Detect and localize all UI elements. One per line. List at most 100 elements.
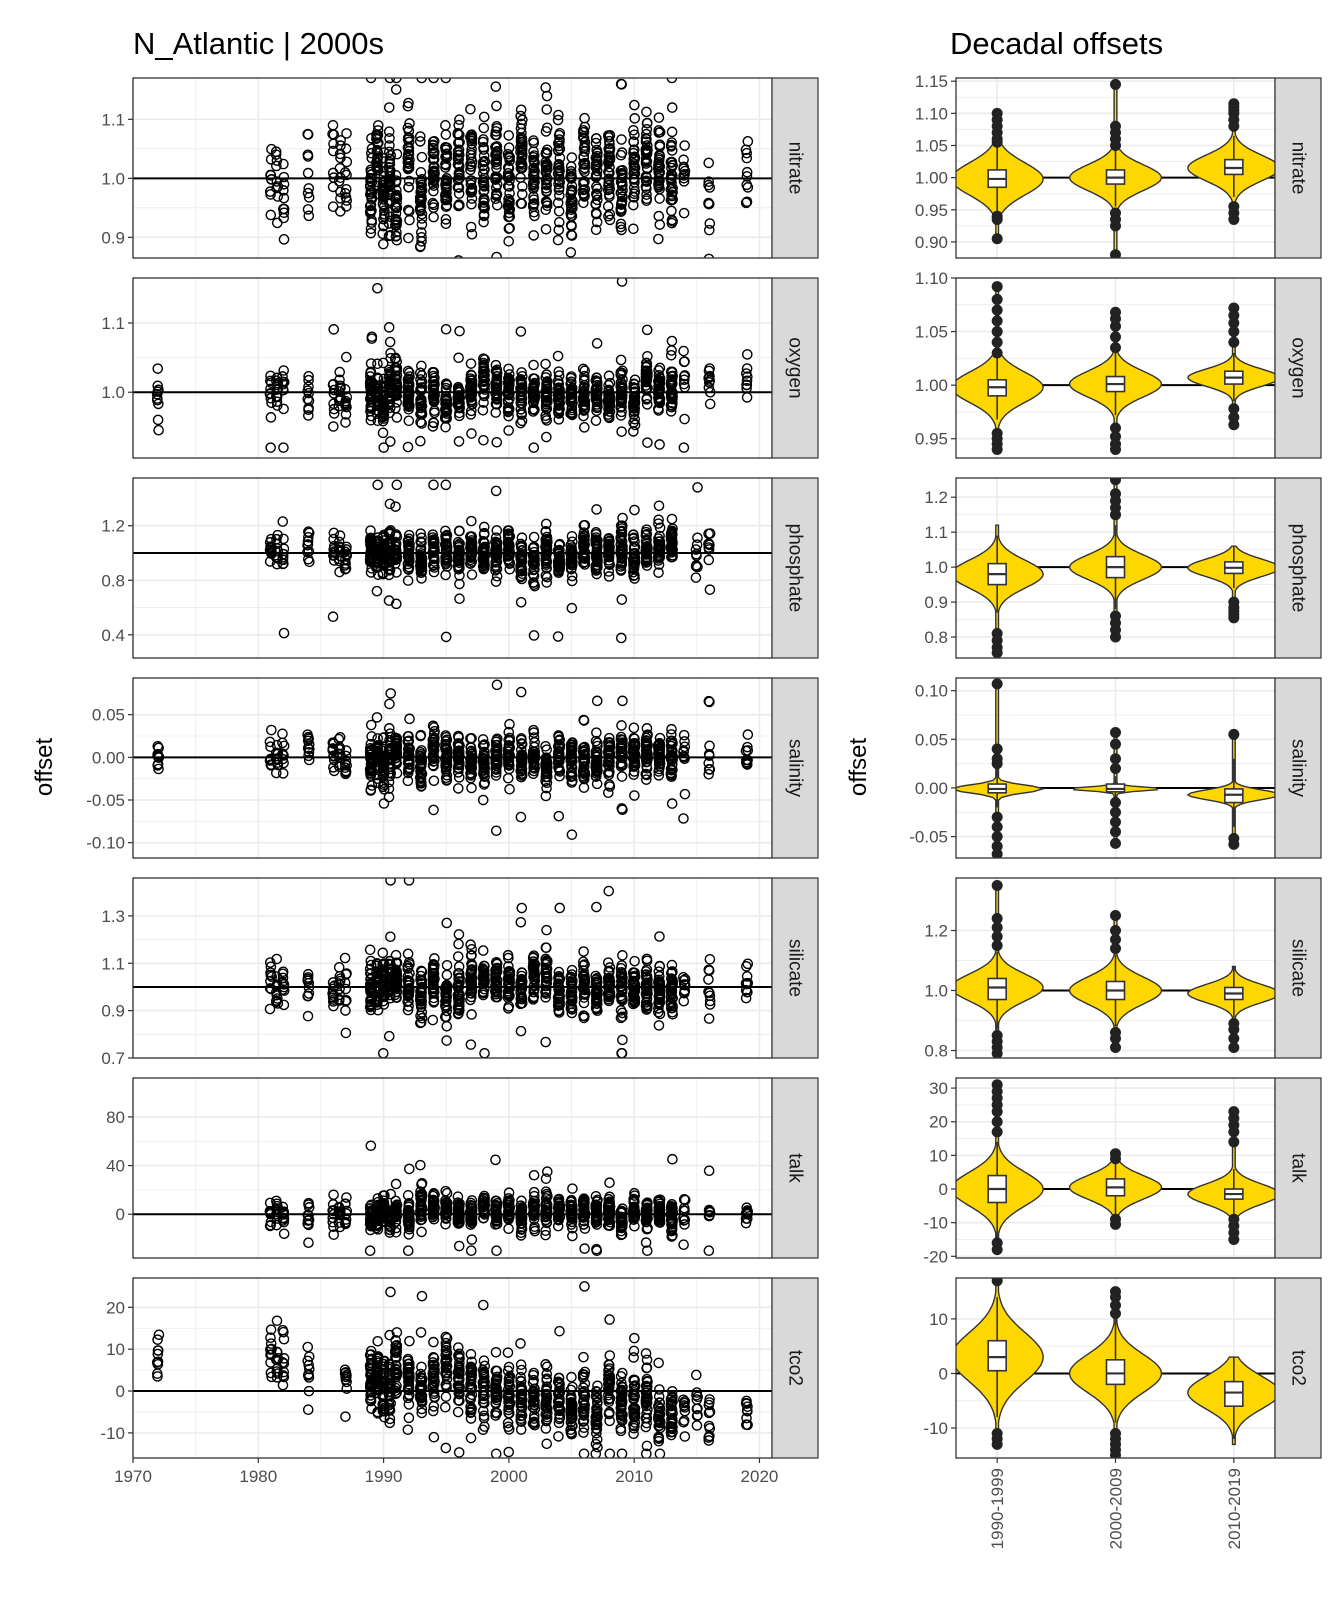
data-point bbox=[384, 564, 396, 576]
data-point bbox=[384, 133, 395, 144]
data-point bbox=[271, 160, 282, 172]
y-tick-label: -0.10 bbox=[86, 834, 125, 853]
data-point bbox=[415, 768, 427, 779]
y-tick-label: 0.05 bbox=[92, 706, 125, 725]
data-point bbox=[704, 218, 716, 229]
data-point bbox=[453, 255, 464, 258]
data-point bbox=[540, 358, 551, 370]
data-point bbox=[666, 540, 678, 551]
data-point bbox=[403, 142, 415, 154]
data-point bbox=[341, 128, 352, 139]
data-point bbox=[604, 766, 615, 778]
data-point bbox=[415, 402, 427, 413]
data-point bbox=[567, 199, 578, 210]
data-point bbox=[490, 126, 502, 137]
data-point bbox=[277, 768, 289, 779]
data-point bbox=[665, 750, 677, 762]
data-point bbox=[441, 748, 453, 760]
data-point bbox=[390, 541, 402, 552]
data-point bbox=[327, 181, 339, 193]
data-point bbox=[504, 966, 515, 977]
data-point bbox=[516, 990, 527, 1002]
data-point bbox=[415, 556, 426, 568]
data-point bbox=[453, 759, 465, 770]
data-point bbox=[365, 785, 377, 796]
data-point bbox=[334, 374, 345, 386]
data-point bbox=[528, 206, 540, 218]
data-point bbox=[579, 157, 591, 169]
data-point bbox=[553, 184, 565, 196]
data-point bbox=[516, 144, 528, 156]
data-point bbox=[566, 737, 578, 749]
data-point bbox=[629, 374, 641, 386]
data-point bbox=[616, 771, 628, 782]
data-point bbox=[541, 122, 553, 134]
data-point bbox=[742, 741, 753, 753]
data-point bbox=[504, 563, 516, 575]
data-point bbox=[665, 349, 677, 361]
data-point bbox=[553, 224, 565, 236]
data-point bbox=[590, 415, 602, 426]
y-tick-label: 0.00 bbox=[92, 748, 125, 767]
data-point bbox=[552, 197, 564, 209]
data-point bbox=[515, 570, 527, 582]
data-point bbox=[365, 366, 377, 378]
data-point bbox=[466, 228, 478, 240]
panel-background bbox=[133, 78, 772, 258]
data-point bbox=[516, 541, 527, 552]
data-point bbox=[390, 403, 401, 414]
data-point bbox=[654, 262, 663, 271]
data-point bbox=[666, 375, 677, 387]
data-point bbox=[503, 387, 515, 399]
data-point bbox=[666, 723, 677, 735]
data-point bbox=[490, 81, 502, 92]
data-point bbox=[490, 398, 502, 410]
data-point bbox=[667, 194, 678, 205]
data-point bbox=[478, 193, 490, 204]
data-point bbox=[365, 358, 377, 369]
data-point bbox=[516, 147, 528, 159]
data-point bbox=[427, 720, 439, 732]
data-point bbox=[390, 84, 402, 95]
data-point bbox=[566, 964, 578, 976]
data-point bbox=[440, 162, 451, 173]
data-point bbox=[452, 767, 464, 778]
data-point bbox=[403, 878, 415, 886]
data-point bbox=[453, 961, 465, 972]
data-point bbox=[415, 416, 426, 428]
data-point bbox=[466, 966, 478, 978]
data-point bbox=[452, 783, 464, 794]
data-point bbox=[416, 227, 427, 238]
data-point bbox=[302, 385, 314, 396]
data-point bbox=[466, 428, 477, 439]
data-point bbox=[540, 156, 552, 168]
data-point bbox=[541, 104, 553, 115]
data-point bbox=[679, 356, 690, 367]
data-point bbox=[366, 214, 378, 226]
data-point bbox=[604, 779, 615, 790]
data-point bbox=[404, 400, 415, 412]
data-point bbox=[602, 184, 614, 196]
data-point bbox=[465, 975, 477, 986]
y-tick-label: 0.9 bbox=[101, 228, 125, 247]
data-point bbox=[603, 571, 615, 582]
data-point bbox=[578, 133, 590, 144]
data-point bbox=[264, 1003, 276, 1015]
data-point bbox=[490, 985, 501, 996]
data-point bbox=[390, 352, 401, 364]
data-point bbox=[416, 532, 427, 544]
data-point bbox=[528, 191, 539, 202]
data-point bbox=[441, 744, 452, 756]
data-point bbox=[541, 431, 552, 443]
data-point bbox=[384, 528, 396, 540]
data-point bbox=[590, 389, 602, 401]
data-point bbox=[541, 415, 553, 426]
data-point bbox=[665, 763, 677, 775]
data-point bbox=[478, 111, 490, 123]
data-point bbox=[527, 383, 539, 395]
data-point bbox=[666, 798, 678, 809]
data-point bbox=[553, 396, 565, 408]
data-point bbox=[328, 533, 339, 545]
data-point bbox=[328, 324, 340, 335]
